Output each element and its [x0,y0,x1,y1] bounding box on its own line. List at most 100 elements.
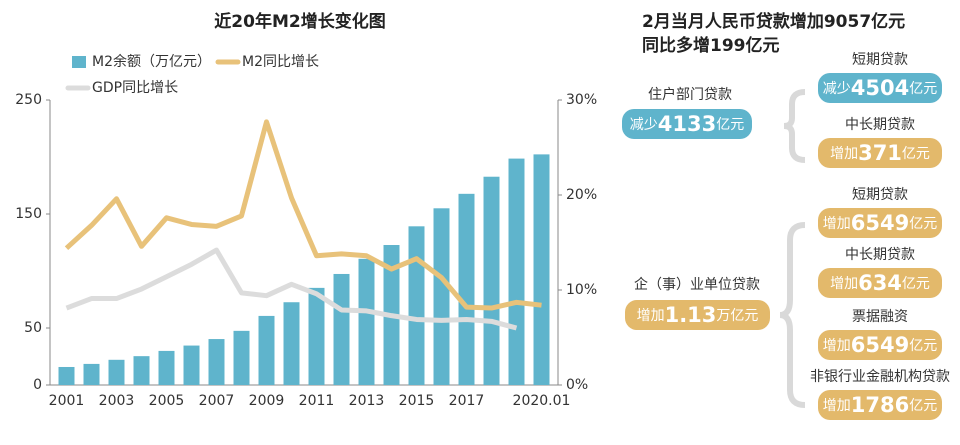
box-unit: 亿元 [909,216,937,232]
amount-box: 增加371亿元 [818,138,942,168]
bar [458,193,475,385]
legend-label: M2同比增长 [242,54,319,70]
x-tick-label: 2017 [449,393,485,409]
y2-tick-label: 30% [566,92,597,108]
box-unit: 亿元 [909,81,937,97]
amount-box: 增加6549亿元 [818,330,942,360]
bar [133,356,150,385]
box-prefix: 增加 [823,338,851,354]
y2-tick-label: 20% [566,187,597,203]
box-unit: 亿元 [716,117,744,133]
box-amount: 1786 [851,393,909,417]
amount-box: 减少4133亿元 [622,109,752,139]
box-text: 增加1.13万亿元 [637,303,759,327]
x-tick-label: 2005 [149,393,185,409]
bar [533,154,550,385]
y-tick-label: 50 [24,320,42,336]
box-bg [818,208,942,238]
line [64,119,542,311]
item-label: 非银行业金融机构贷款 [810,369,950,385]
y-tick-label: 150 [15,206,42,222]
x-tick-label: 2015 [399,393,435,409]
bar [333,273,350,385]
box-text: 增加6549亿元 [823,211,937,235]
box-prefix: 减少 [630,117,658,133]
box-text: 增加1786亿元 [823,393,937,417]
box-text: 减少4133亿元 [630,112,744,136]
x-tick-label: 2001 [49,393,85,409]
panel-title: 同比多增199亿元 [642,35,780,56]
x-tick-label: 2011 [299,393,335,409]
bar [308,287,325,385]
y2-tick-label: 10% [566,282,597,298]
item-label: 短期贷款 [852,187,908,203]
box-unit: 亿元 [909,338,937,354]
box-prefix: 增加 [637,308,665,324]
box-amount: 634 [858,271,902,295]
bar [508,158,525,385]
bar [233,330,250,385]
x-tick-label: 2020.01 [513,393,571,409]
box-bg [818,390,942,420]
box-amount: 6549 [851,333,909,357]
box-amount: 4504 [851,76,909,100]
bar [58,366,75,385]
box-bg [625,300,770,330]
bar [108,359,125,385]
amount-box: 增加634亿元 [818,268,942,298]
item-label: 中长期贷款 [845,247,915,263]
box-bg [622,109,752,139]
legend-swatch [72,56,86,68]
box-prefix: 增加 [830,276,858,292]
amount-box: 增加6549亿元 [818,208,942,238]
bar [433,208,450,385]
bar [158,350,175,385]
x-tick-label: 2013 [349,393,385,409]
box-unit: 亿元 [909,398,937,414]
bar [183,345,200,385]
box-unit: 亿元 [902,276,930,292]
box-prefix: 增加 [823,398,851,414]
bar [283,302,300,385]
box-prefix: 减少 [823,81,851,97]
box-text: 增加371亿元 [830,141,930,165]
box-amount: 371 [858,141,902,165]
bar [258,315,275,385]
box-bg [818,268,942,298]
chart-title: 近20年M2增长变化图 [214,11,385,32]
bar [408,226,425,385]
box-prefix: 增加 [823,216,851,232]
group-label: 企（事）业单位贷款 [634,276,760,293]
y-tick-label: 0 [33,377,42,393]
x-tick-label: 2007 [199,393,235,409]
brace [783,89,806,163]
item-label: 短期贷款 [852,52,908,68]
box-text: 增加6549亿元 [823,333,937,357]
x-tick-label: 2003 [99,393,135,409]
box-bg [818,330,942,360]
group-label: 住户部门贷款 [648,86,732,103]
bar [83,363,100,385]
amount-box: 增加1786亿元 [818,390,942,420]
legend-label: M2余额（万亿元） [92,53,211,70]
amount-box: 减少4504亿元 [818,73,942,103]
x-tick-label: 2009 [249,393,285,409]
box-unit: 万亿元 [716,308,758,324]
item-label: 中长期贷款 [845,117,915,133]
legend-label: GDP同比增长 [92,80,178,96]
box-text: 减少4504亿元 [823,76,937,100]
item-label: 票据融资 [852,309,908,325]
panel-title: 2月当月人民币贷款增加9057亿元 [642,11,905,32]
box-prefix: 增加 [830,146,858,162]
y2-tick-label: 0% [566,377,588,393]
bar [483,176,500,385]
box-amount: 6549 [851,211,909,235]
box-bg [818,73,942,103]
bar [208,339,225,385]
bar [358,258,375,385]
box-unit: 亿元 [902,146,930,162]
amount-box: 增加1.13万亿元 [625,300,770,330]
box-bg [818,138,942,168]
box-amount: 1.13 [665,303,717,327]
